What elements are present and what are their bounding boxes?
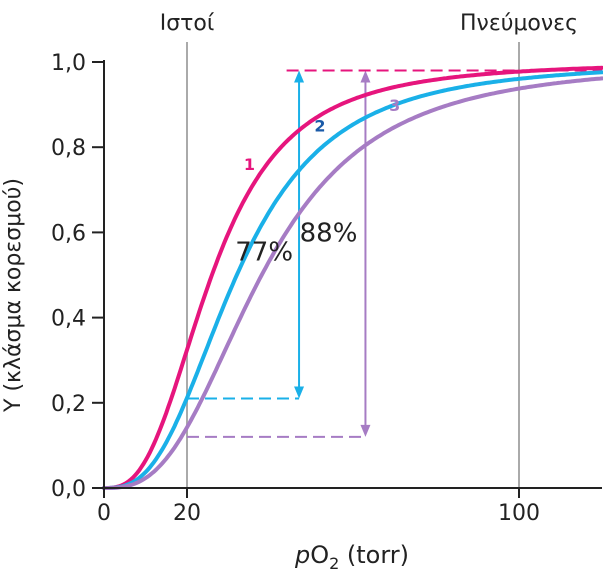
annotation-arrowhead-top-2 — [360, 70, 371, 83]
x-tick-label-2: 100 — [498, 501, 540, 526]
y-tick-label-4: 0,8 — [51, 136, 86, 161]
y-tick-label-3: 0,6 — [51, 221, 86, 246]
x-tick-label-1: 20 — [173, 501, 201, 526]
x-axis-label: pO2 (torr) — [294, 541, 409, 573]
curve-label-3: 3 — [389, 96, 400, 115]
y-tick-label-2: 0,4 — [51, 307, 86, 332]
y-tick-label-1: 0,2 — [51, 392, 86, 417]
curve-2 — [102, 70, 603, 490]
annotation-arrowhead-top-1 — [294, 70, 305, 83]
y-tick-label-5: 1,0 — [51, 51, 86, 76]
y-tick-label-0: 0,0 — [51, 477, 86, 502]
curve-3 — [102, 76, 603, 490]
y-axis-label: Y (κλάσμα κορεσμού) — [1, 178, 26, 413]
region-label-2: Πνεύμονες — [460, 11, 578, 36]
curve-label-2: 2 — [314, 116, 325, 135]
annotation-label-2: 88% — [300, 219, 358, 249]
curve-label-1: 1 — [244, 155, 255, 174]
annotation-label-1: 77% — [235, 238, 293, 268]
curve-1 — [102, 65, 603, 490]
annotation-arrowhead-bottom-1 — [294, 386, 305, 399]
region-label-1: Ιστοί — [160, 11, 215, 36]
annotation-arrowhead-bottom-2 — [360, 424, 371, 437]
x-tick-label-0: 0 — [97, 501, 111, 526]
